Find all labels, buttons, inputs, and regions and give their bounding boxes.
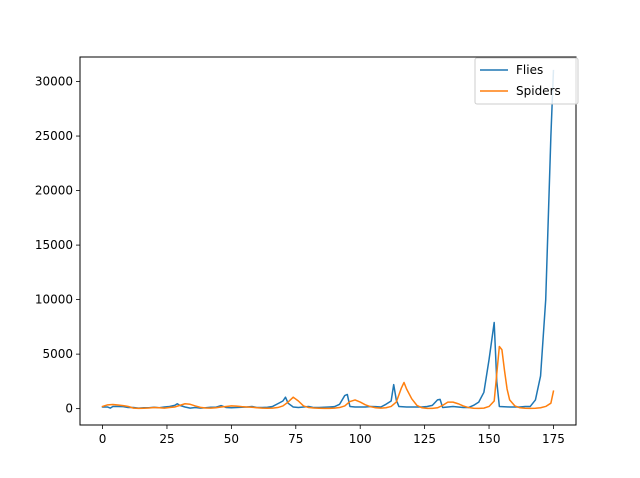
y-tick-label: 15000 [35,238,73,252]
legend-label-spiders: Spiders [516,84,561,98]
y-tick-label: 20000 [35,184,73,198]
x-tick-label: 75 [288,432,303,446]
x-tick-label: 125 [413,432,436,446]
legend-label-flies: Flies [516,63,543,77]
x-tick-label: 25 [159,432,174,446]
x-tick-label: 150 [478,432,501,446]
series-line-flies [101,69,555,409]
series-layer [101,69,555,410]
y-axis: 0 5000 10000 15000 20000 25000 30000 [35,75,80,416]
y-tick-label: 10000 [35,293,73,307]
y-tick-label: 25000 [35,129,73,143]
y-tick-label: 30000 [35,75,73,89]
x-axis: 0 25 50 75 100 125 150 175 [99,425,565,446]
x-tick-label: 100 [349,432,372,446]
x-tick-label: 0 [99,432,107,446]
series-line-spiders [101,345,555,410]
legend: Flies Spiders [474,57,579,105]
plot-frame [79,56,577,426]
y-tick-label: 5000 [42,347,73,361]
x-tick-label: 175 [542,432,565,446]
y-tick-label: 0 [65,402,73,416]
x-tick-label: 50 [224,432,239,446]
